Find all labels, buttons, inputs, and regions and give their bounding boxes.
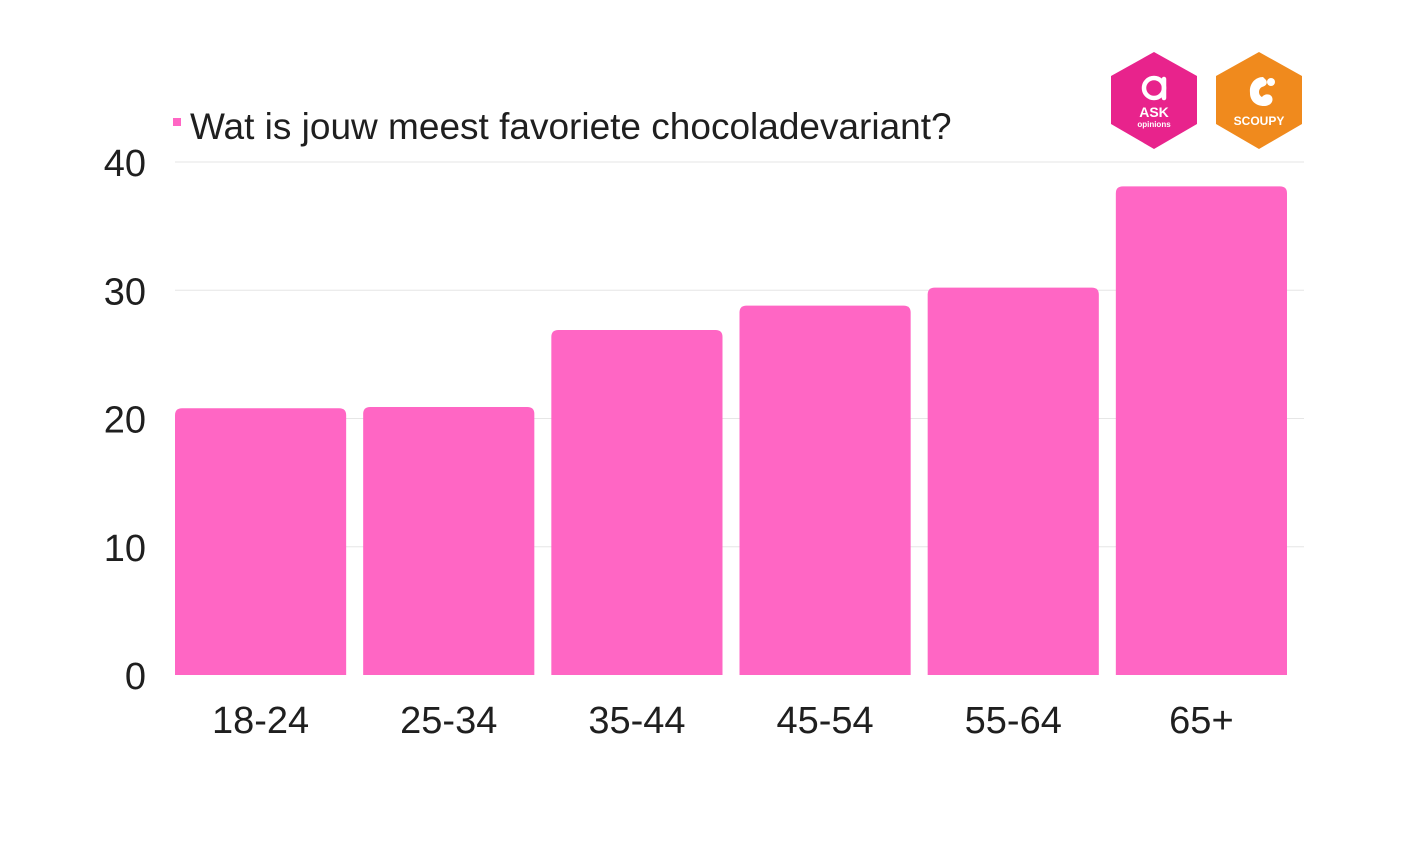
ask-opinions-logo: ASK opinions	[1111, 52, 1197, 149]
bar-45-54	[739, 305, 911, 675]
x-tick-label: 18-24	[212, 700, 309, 742]
y-tick-label: 40	[104, 143, 146, 185]
ask-logo-hexagon	[1111, 52, 1197, 149]
x-axis: 18-24 25-34 35-44 45-54 55-64 65+	[212, 700, 1234, 742]
x-tick-label: 25-34	[400, 700, 497, 742]
y-tick-label: 0	[125, 656, 146, 698]
squirrel-icon	[1249, 77, 1275, 106]
x-tick-label: 65+	[1169, 700, 1233, 742]
x-tick-label: 35-44	[588, 700, 685, 742]
x-tick-label: 45-54	[776, 700, 873, 742]
x-tick-label: 55-64	[965, 700, 1062, 742]
y-tick-label: 20	[104, 400, 146, 442]
y-tick-label: 10	[104, 528, 146, 570]
bar-55-64	[927, 287, 1099, 675]
bar-18-24	[175, 408, 347, 675]
ask-logo-subtext: opinions	[1137, 120, 1171, 129]
bar-65+	[1115, 186, 1287, 675]
y-axis: 0 10 20 30 40	[104, 143, 146, 698]
legend: Wat is jouw meest favoriete chocoladevar…	[173, 106, 952, 147]
bar-25-34	[363, 406, 535, 675]
ask-a-icon	[1141, 75, 1167, 101]
scoupy-logo-text: SCOUPY	[1234, 114, 1285, 128]
bars	[175, 186, 1287, 675]
bar-35-44	[551, 330, 723, 675]
ask-logo-text: ASK	[1139, 104, 1169, 120]
legend-swatch	[173, 118, 181, 126]
legend-label: Wat is jouw meest favoriete chocoladevar…	[190, 106, 952, 147]
scoupy-logo: SCOUPY	[1216, 52, 1302, 149]
y-tick-label: 30	[104, 271, 146, 313]
